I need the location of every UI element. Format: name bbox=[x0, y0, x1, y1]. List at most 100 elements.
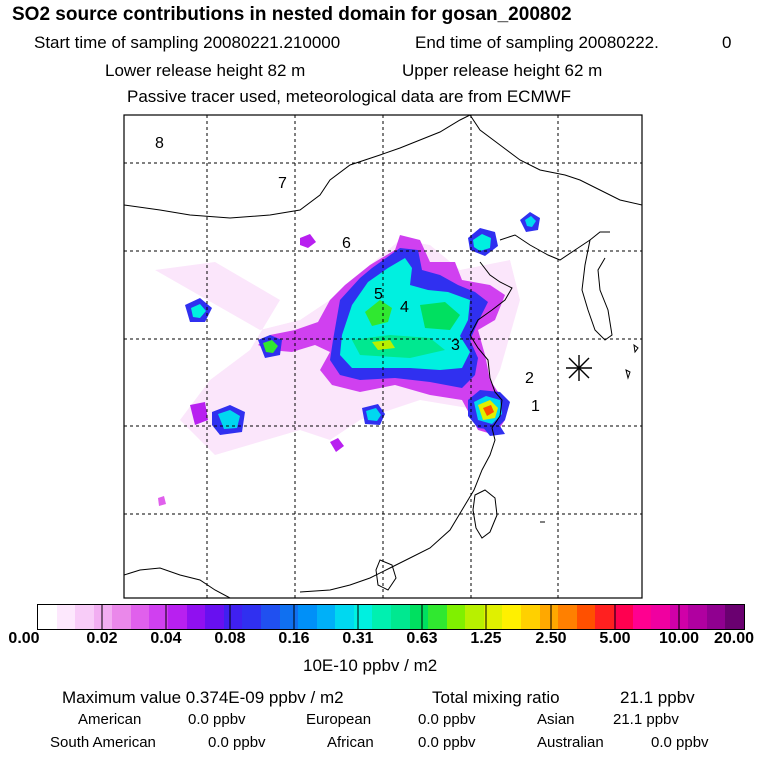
colorbar-swatch bbox=[279, 605, 299, 629]
colorbar-swatch bbox=[223, 605, 243, 629]
european-label: European bbox=[306, 711, 372, 728]
colorbar-swatch bbox=[428, 605, 447, 629]
plume-green-1 bbox=[365, 300, 392, 326]
colorbar-swatch bbox=[149, 605, 169, 629]
lower-release-height: Lower release height 82 m bbox=[105, 61, 306, 80]
region-label: 4 bbox=[400, 299, 409, 316]
hotspot-s-inner bbox=[366, 408, 381, 421]
colorbar-swatch bbox=[632, 605, 652, 629]
hotspot-s-small bbox=[330, 438, 344, 452]
max-value: Maximum value 0.374E-09 ppbv / m2 bbox=[62, 688, 344, 707]
region-label: 7 bbox=[278, 175, 287, 192]
colorbar-swatch bbox=[316, 605, 336, 629]
hotspot-west-2-inner bbox=[263, 340, 278, 353]
colorbar-swatch bbox=[706, 605, 726, 629]
chart-title: SO2 source contributions in nested domai… bbox=[12, 4, 572, 25]
south-american-value: 0.0 ppbv bbox=[208, 734, 266, 751]
american-value: 0.0 ppbv bbox=[188, 711, 246, 728]
colorbar-tick: 1.25 bbox=[470, 630, 502, 647]
colorbar-tick: 0.04 bbox=[150, 630, 182, 647]
colorbar-swatch bbox=[335, 605, 354, 629]
australian-value: 0.0 ppbv bbox=[651, 734, 709, 751]
colorbar-swatch bbox=[409, 605, 429, 629]
colorbar-swatch bbox=[372, 605, 391, 629]
colorbar-swatch bbox=[521, 605, 540, 629]
colorbar-swatch bbox=[595, 605, 614, 629]
colorbar-swatch bbox=[298, 605, 317, 629]
colorbar-swatch bbox=[205, 605, 224, 629]
end-time-suffix: 0 bbox=[722, 33, 732, 52]
colorbar-swatch bbox=[353, 605, 373, 629]
european-value: 0.0 ppbv bbox=[418, 711, 476, 728]
colorbar-tick: 0.63 bbox=[406, 630, 438, 647]
colorbar-tick: 0.02 bbox=[86, 630, 118, 647]
colorbar-swatch bbox=[130, 605, 150, 629]
colorbar-swatch bbox=[186, 605, 206, 629]
asian-value: 21.1 ppbv bbox=[613, 711, 679, 728]
colorbar-swatch bbox=[539, 605, 559, 629]
coastlines bbox=[124, 115, 642, 598]
start-time: Start time of sampling 20080221.210000 bbox=[34, 33, 341, 52]
american-label: American bbox=[78, 711, 142, 728]
hotspot-south-strip bbox=[482, 426, 505, 436]
colorbar-swatch bbox=[56, 605, 76, 629]
hotspot-ne-inner bbox=[525, 216, 536, 227]
colorbar-swatch bbox=[688, 605, 707, 629]
colorbar-swatch bbox=[38, 605, 57, 629]
plume-green-3 bbox=[352, 335, 445, 358]
total-mixing-value: 21.1 ppbv bbox=[620, 688, 695, 707]
colorbar-swatch bbox=[502, 605, 522, 629]
colorbar-tick: 0.00 bbox=[8, 630, 40, 647]
end-time: End time of sampling 20080222. bbox=[415, 33, 659, 52]
colorbar-swatch bbox=[446, 605, 466, 629]
hotspot-far-sw bbox=[158, 496, 166, 506]
colorbar bbox=[37, 604, 745, 630]
colorbar-tick: 10.00 bbox=[658, 630, 700, 647]
colorbar-swatch bbox=[465, 605, 484, 629]
map-frame bbox=[123, 114, 643, 599]
australian-label: Australian bbox=[537, 734, 604, 751]
colorbar-tick: 0.16 bbox=[278, 630, 310, 647]
hotspot-sw-inner bbox=[218, 410, 240, 429]
colorbar-swatch bbox=[576, 605, 596, 629]
emission-plume bbox=[155, 212, 540, 506]
asian-label: Asian bbox=[537, 711, 575, 728]
colorbar-swatch bbox=[483, 605, 503, 629]
region-label: 6 bbox=[342, 235, 351, 252]
colorbar-swatch bbox=[260, 605, 280, 629]
colorbar-tick: 0.31 bbox=[342, 630, 374, 647]
region-labels: 8 7 6 5 4 3 2 1 bbox=[155, 135, 540, 415]
colorbar-swatch bbox=[168, 605, 187, 629]
south-american-label: South American bbox=[50, 734, 156, 751]
colorbar-swatch bbox=[112, 605, 131, 629]
colorbar-swatch bbox=[651, 605, 670, 629]
hotspot-sw-purple bbox=[190, 402, 208, 425]
colorbar-tick: 5.00 bbox=[599, 630, 631, 647]
colorbar-swatch bbox=[725, 605, 744, 629]
plume-green-2 bbox=[420, 302, 460, 330]
colorbar-swatch bbox=[93, 605, 113, 629]
colorbar-swatch bbox=[613, 605, 633, 629]
colorbar-swatch bbox=[75, 605, 94, 629]
upper-release-height: Upper release height 62 m bbox=[402, 61, 603, 80]
receptor-asterisk-icon bbox=[566, 355, 592, 381]
hotspot-west-1-inner bbox=[191, 304, 206, 318]
region-label: 1 bbox=[531, 398, 540, 415]
african-value: 0.0 ppbv bbox=[418, 734, 476, 751]
region-label: 2 bbox=[525, 370, 534, 387]
graticule bbox=[124, 115, 642, 598]
colorbar-tick: 2.50 bbox=[535, 630, 567, 647]
region-label: 3 bbox=[451, 337, 460, 354]
region-label: 8 bbox=[155, 135, 164, 152]
colorbar-tick: 20.00 bbox=[713, 630, 755, 647]
hotspot-shanghai-core bbox=[483, 405, 494, 416]
total-mixing-label: Total mixing ratio bbox=[432, 688, 560, 707]
region-label: 5 bbox=[374, 286, 383, 303]
tracer-note: Passive tracer used, meteorological data… bbox=[127, 87, 572, 106]
colorbar-swatch bbox=[390, 605, 410, 629]
colorbar-unit: 10E-10 ppbv / m2 bbox=[303, 656, 438, 675]
colorbar-swatch bbox=[558, 605, 577, 629]
colorbar-swatch bbox=[242, 605, 261, 629]
colorbar-swatch bbox=[669, 605, 689, 629]
